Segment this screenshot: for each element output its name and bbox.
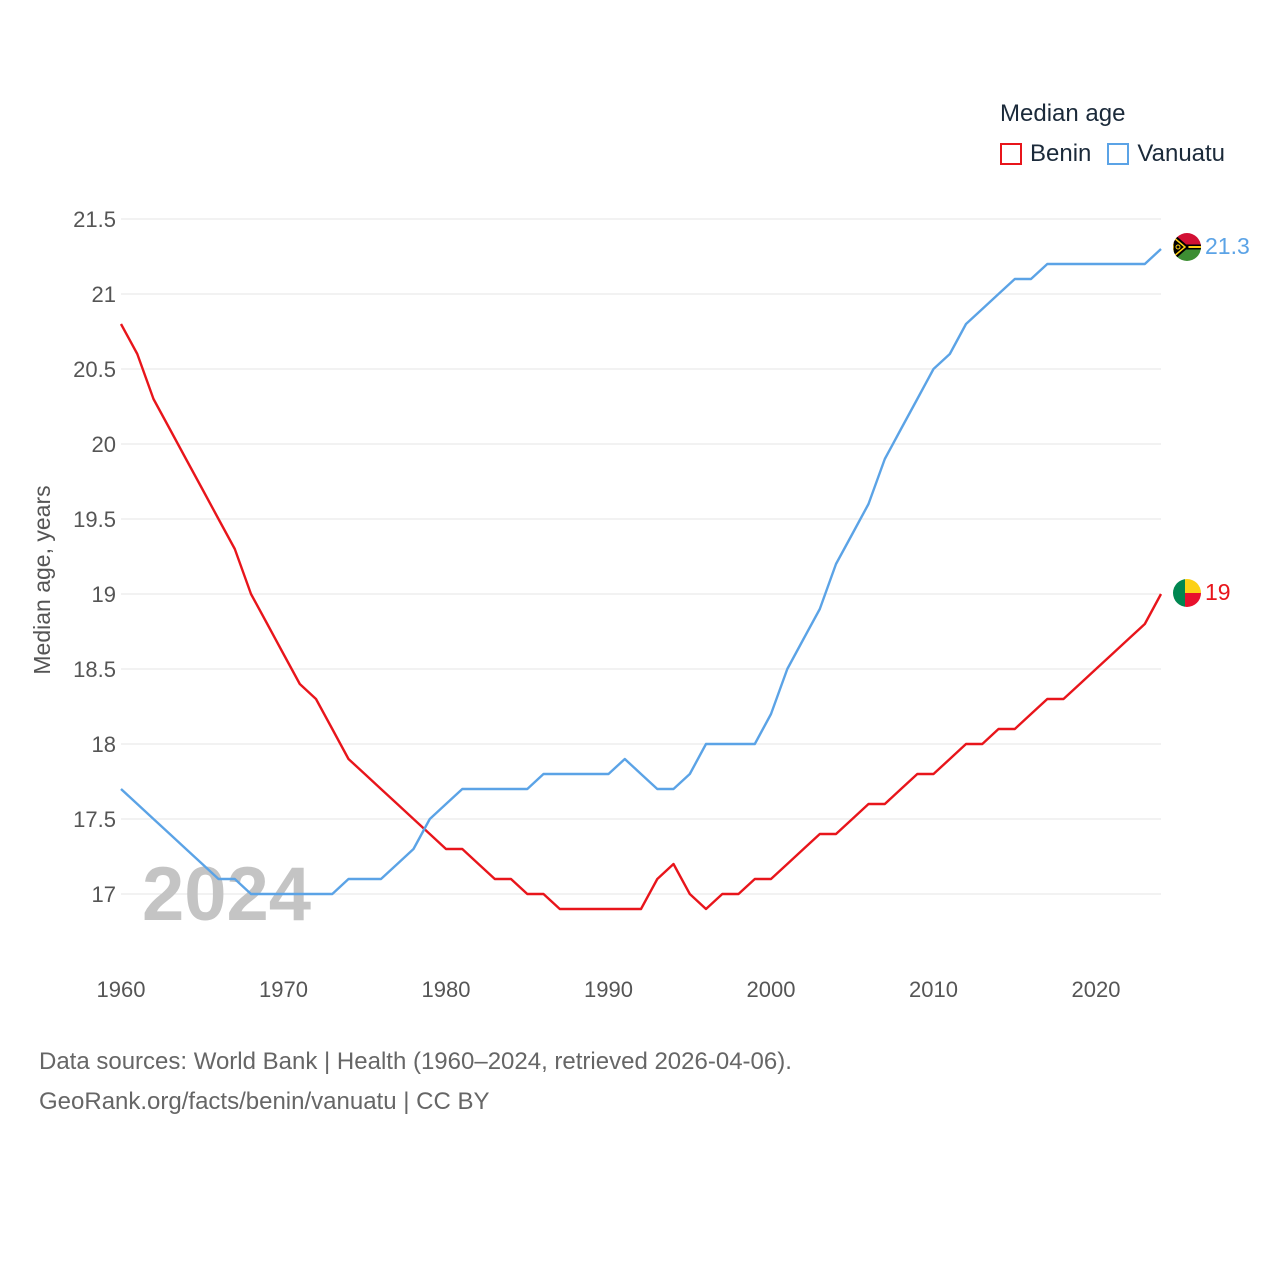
x-tick-label: 2020 xyxy=(1072,977,1121,1002)
legend-label-benin: Benin xyxy=(1030,140,1092,167)
y-tick-label: 21 xyxy=(92,282,116,307)
x-tick-label: 1960 xyxy=(97,977,146,1002)
y-tick-label: 20.5 xyxy=(73,357,116,382)
legend-swatch-benin xyxy=(1000,143,1022,165)
y-axis-title: Median age, years xyxy=(29,485,55,674)
vanuatu-end-label: 21.3 xyxy=(1205,233,1250,259)
legend-title: Median age xyxy=(1000,100,1126,127)
end-markers xyxy=(1173,233,1201,607)
y-tick-label: 17 xyxy=(92,882,116,907)
series-line-benin[interactable] xyxy=(119,323,1163,911)
y-tick-label: 21.5 xyxy=(73,207,116,232)
grid-lines xyxy=(121,218,1161,895)
x-axis-ticks: 1960 1970 1980 1990 2000 2010 2020 xyxy=(97,977,1121,1002)
y-tick-label: 20 xyxy=(92,432,116,457)
benin-flag-icon xyxy=(1173,579,1201,607)
y-axis-ticks: 17 17.5 18 18.5 19 19.5 20 20.5 21 21.5 xyxy=(73,207,116,907)
series-lines xyxy=(119,248,1163,911)
x-tick-label: 2010 xyxy=(909,977,958,1002)
legend-label-vanuatu: Vanuatu xyxy=(1137,140,1226,167)
x-tick-label: 1990 xyxy=(584,977,633,1002)
legend-items: Benin Vanuatu xyxy=(1000,140,1225,168)
series-line-vanuatu[interactable] xyxy=(120,248,1162,896)
data-sources: Data sources: World Bank | Health (1960–… xyxy=(39,1042,792,1122)
y-tick-label: 18 xyxy=(92,732,116,757)
x-tick-label: 1980 xyxy=(422,977,471,1002)
vanuatu-flag-icon xyxy=(1173,233,1201,261)
sources-line: Data sources: World Bank | Health (1960–… xyxy=(39,1048,792,1075)
y-tick-label: 17.5 xyxy=(73,807,116,832)
legend: Median age Benin Vanuatu xyxy=(1000,100,1225,168)
y-tick-label: 19 xyxy=(92,582,116,607)
x-tick-label: 1970 xyxy=(259,977,308,1002)
benin-end-label: 19 xyxy=(1205,579,1231,605)
y-tick-label: 18.5 xyxy=(73,657,116,682)
sources-link[interactable]: GeoRank.org/facts/benin/vanuatu | CC BY xyxy=(39,1088,490,1115)
y-tick-label: 19.5 xyxy=(73,507,116,532)
legend-swatch-vanuatu xyxy=(1107,143,1130,165)
x-tick-label: 2000 xyxy=(747,977,796,1002)
legend-item-vanuatu[interactable]: Vanuatu xyxy=(1107,140,1225,168)
legend-item-benin[interactable]: Benin xyxy=(1000,140,1091,168)
